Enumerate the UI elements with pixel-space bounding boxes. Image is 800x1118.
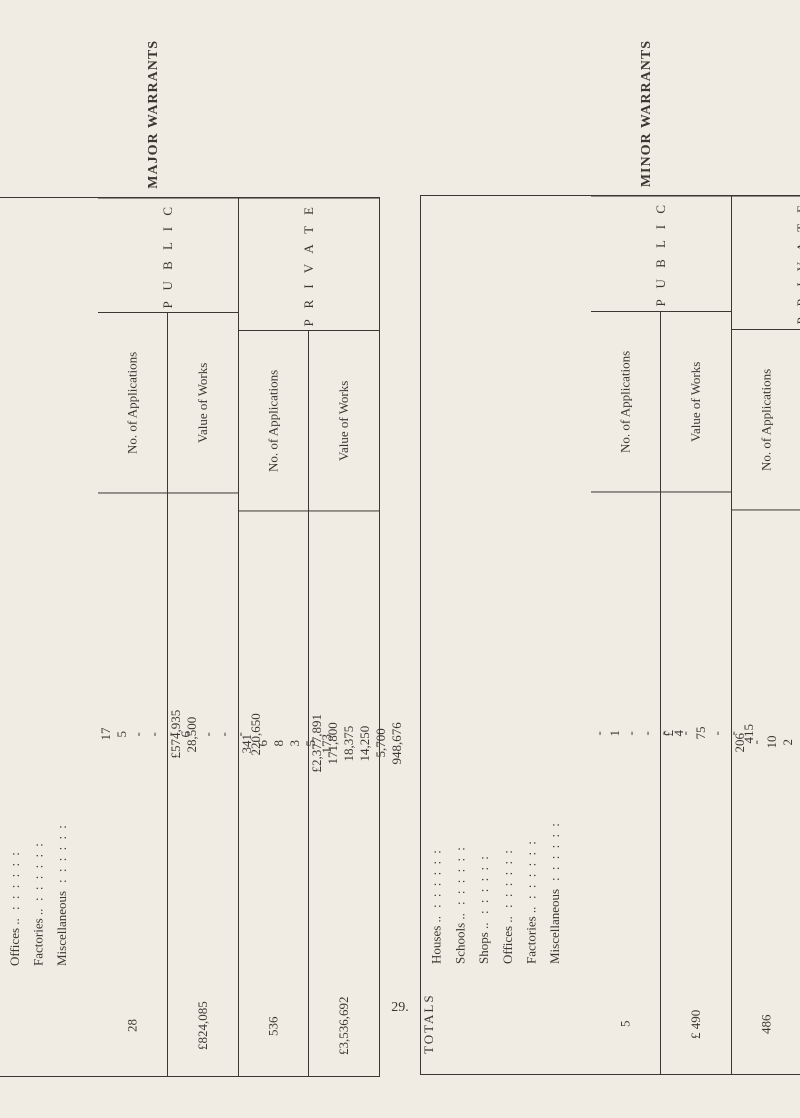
cell: -: [709, 731, 725, 735]
cell: -: [216, 732, 232, 736]
cell: -: [796, 740, 800, 744]
major-public-section: P U B L I C No. of Applications 17 5 - -…: [98, 198, 239, 1076]
col-header: Value of Works: [661, 311, 731, 491]
cell: 8: [271, 740, 287, 747]
row-label: Houses ..: : : : : :: [429, 848, 445, 964]
cell: £574,935: [168, 710, 184, 759]
col-header: No. of Applications: [591, 311, 660, 491]
minor-public-section: P U B L I C No. of Applications - 1 - - …: [591, 196, 732, 1074]
major-public-values-col: Value of Works £574,935 28,500 - - - 220…: [168, 312, 238, 1075]
cell: -: [146, 732, 162, 736]
cell: 14,250: [357, 726, 373, 762]
cell: -: [591, 731, 607, 735]
cell: -: [623, 731, 639, 735]
minor-public-values-col: Value of Works £ - 75 - - 415 £ 490: [661, 311, 731, 1074]
major-private-section: P R I V A T E No. of Applications 341 6 …: [239, 198, 379, 1076]
major-title: MAJOR WARRANTS: [146, 40, 162, 189]
major-private-values-col: Value of Works £2,377,891 171,800 18,375…: [309, 330, 379, 1075]
total-cell: £824,085: [168, 976, 238, 1076]
cell: 948,676: [389, 722, 405, 764]
private-header: P R I V A T E: [239, 198, 379, 331]
total-cell: £ 490: [661, 974, 731, 1074]
col-header: No. of Applications: [98, 312, 167, 492]
cell: 341: [239, 734, 255, 754]
major-public-apps-col: No. of Applications 17 5 - - - 6 28: [98, 312, 168, 1075]
col-header: Value of Works: [309, 330, 379, 510]
row-label: Miscellaneous: : : : : :: [54, 823, 70, 966]
minor-table: Houses ..: : : : : : Schools ..: : : : :…: [420, 195, 800, 1075]
cell: 10: [764, 735, 780, 748]
major-warrants-block: MAJOR WARRANTS Houses ..: : : : : : Scho…: [0, 40, 380, 1077]
total-cell: £3,536,692: [309, 976, 379, 1076]
cell: 2: [780, 739, 796, 746]
public-header: P U B L I C: [98, 198, 238, 313]
cell: 5: [114, 731, 130, 738]
col-header: No. of Applications: [239, 330, 308, 510]
row-label: Shops ..: : : : : :: [476, 855, 492, 964]
public-header: P U B L I C: [591, 196, 731, 311]
cell: 17: [98, 728, 114, 741]
cell: 1: [607, 730, 623, 737]
cell: 3: [287, 740, 303, 747]
cell: 75: [693, 726, 709, 739]
cell: £: [661, 730, 677, 737]
total-cell: 536: [239, 976, 308, 1076]
cell: -: [200, 732, 216, 736]
minor-warrants-block: MINOR WARRANTS Houses ..: : : : : : Scho…: [420, 40, 800, 1075]
row-label: Factories ..: : : : : :: [524, 839, 540, 964]
cell: 206: [732, 732, 748, 752]
cell: £2,377,891: [309, 714, 325, 773]
cell: 171,800: [325, 722, 341, 764]
minor-private-apps-col: No. of Applications 206 - 10 2 - 268 486: [732, 329, 800, 1074]
major-table: Houses ..: : : : : : Schools ..: : : : :…: [0, 197, 380, 1077]
page-layout: MAJOR WARRANTS Houses ..: : : : : : Scho…: [50, 40, 750, 940]
major-labels-section: Houses ..: : : : : : Schools ..: : : : :…: [0, 198, 98, 1076]
cell: 28,500: [184, 717, 200, 753]
minor-private-section: P R I V A T E No. of Applications 206 - …: [732, 196, 800, 1074]
cell: -: [639, 731, 655, 735]
cell: -: [748, 740, 764, 744]
total-cell: 486: [732, 974, 800, 1074]
cell: -: [130, 732, 146, 736]
total-cell: 5: [591, 974, 660, 1074]
cell: -: [677, 731, 693, 735]
cell: 6: [255, 740, 271, 747]
major-private-apps-col: No. of Applications 341 6 8 3 5 173 536: [239, 330, 309, 1075]
row-label: Factories ..: : : : : :: [31, 840, 47, 965]
col-header: Value of Works: [168, 312, 238, 492]
private-header: P R I V A T E: [732, 196, 800, 329]
minor-labels-section: Houses ..: : : : : : Schools ..: : : : :…: [421, 196, 591, 1074]
total-cell: 28: [98, 976, 167, 1076]
row-label: Offices ..: : : : : :: [7, 850, 23, 966]
cell: 5,700: [373, 729, 389, 758]
minor-labels: Houses ..: : : : : : Schools ..: : : : :…: [421, 396, 591, 974]
row-label: Miscellaneous: : : : : :: [547, 821, 563, 964]
row-label: Offices ..: : : : : :: [500, 848, 516, 964]
cell: 18,375: [341, 726, 357, 762]
minor-title: MINOR WARRANTS: [639, 40, 655, 187]
major-labels: Houses ..: : : : : : Schools ..: : : : :…: [0, 398, 98, 976]
minor-public-apps-col: No. of Applications - 1 - - - 4 5: [591, 311, 661, 1074]
totals-label: TOTALS: [0, 976, 98, 1076]
row-label: Schools ..: : : : : :: [452, 845, 468, 964]
col-header: No. of Applications: [732, 329, 800, 509]
totals-label: TOTALS: [421, 974, 591, 1074]
